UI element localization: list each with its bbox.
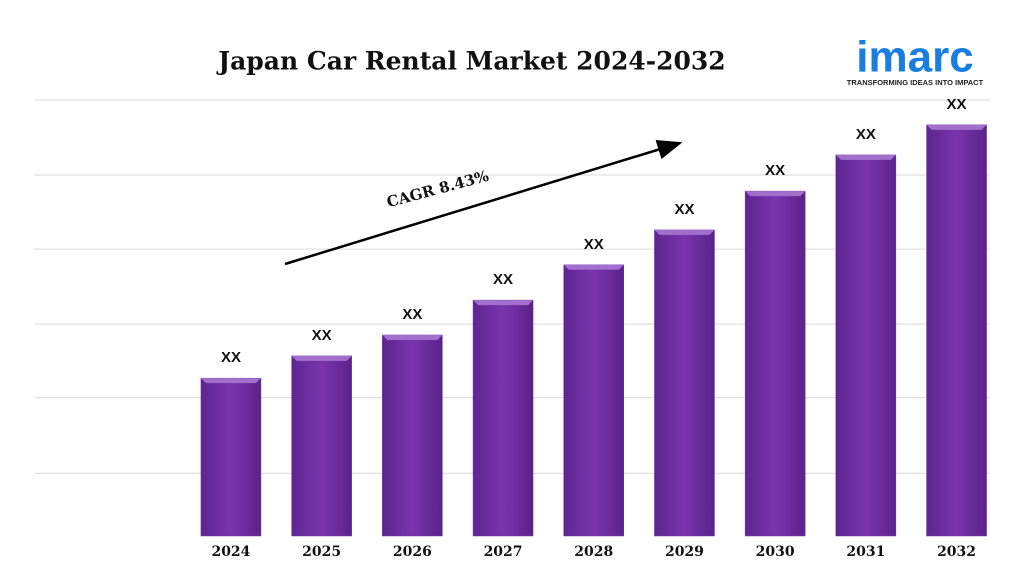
x-tick-label: 2027 <box>484 544 523 560</box>
bar <box>926 124 987 537</box>
value-label: XX <box>765 162 785 179</box>
bar-top <box>563 264 624 270</box>
chart-title: Japan Car Rental Market 2024-2032 <box>216 47 725 76</box>
x-tick-label: 2028 <box>574 544 613 560</box>
x-tick-label: 2025 <box>302 544 341 560</box>
bar <box>472 299 534 537</box>
value-label: XX <box>674 201 694 218</box>
x-tick-label: 2029 <box>665 544 704 560</box>
value-label: XX <box>312 327 332 344</box>
plot: 2024 XX 2025 XX 2026 XX 2027 XX 2028 XX 2029 XX 2030… <box>35 96 990 560</box>
x-tick-label: 2030 <box>756 544 795 560</box>
bar-top <box>473 300 534 306</box>
bar <box>744 190 806 537</box>
logo-tagline: TRANSFORMING IDEAS INTO IMPACT <box>847 78 984 87</box>
bar-top <box>654 229 715 235</box>
value-label: XX <box>493 271 513 288</box>
bar-top <box>200 378 261 384</box>
bar <box>654 229 715 537</box>
bar-top <box>926 124 987 130</box>
logo-name: imarc <box>856 33 973 82</box>
bar-top <box>291 355 352 361</box>
bar <box>835 154 897 537</box>
value-label: XX <box>402 306 422 323</box>
x-tick-label: 2026 <box>393 544 432 560</box>
bar-top <box>745 191 806 197</box>
value-label: XX <box>584 236 604 253</box>
bar-top <box>382 335 443 341</box>
value-label: XX <box>856 126 876 143</box>
bar <box>200 377 262 537</box>
trend-arrow <box>284 140 683 266</box>
value-label: XX <box>221 349 241 366</box>
x-tick-label: 2032 <box>937 544 976 560</box>
x-tick-label: 2024 <box>211 544 250 560</box>
bar-top <box>835 154 896 160</box>
value-label: XX <box>947 96 967 113</box>
x-tick-label: 2031 <box>846 544 885 560</box>
bar <box>563 264 624 537</box>
bar <box>382 334 443 537</box>
bar <box>291 355 352 537</box>
